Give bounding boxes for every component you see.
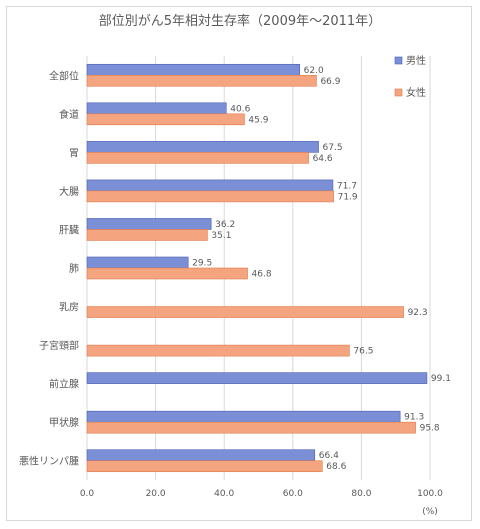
data-label: 40.6 [230,104,250,114]
category-label: 肺 [69,263,79,275]
data-label: 35.1 [211,231,231,241]
x-tick-label: 100.0 [417,489,443,499]
chart-frame [6,6,472,521]
bar [86,190,334,203]
data-label: 71.9 [338,192,358,202]
data-label: 29.5 [192,259,212,269]
x-tick-label: 80.0 [351,489,371,499]
bar [86,421,416,434]
x-unit-label: (%) [422,507,438,517]
category-label: 大腸 [59,185,79,198]
bar [86,74,317,87]
data-label: 62.0 [304,66,324,76]
bar [86,410,401,423]
legend-swatch [394,88,403,97]
data-label: 67.5 [323,143,343,153]
bar [86,102,227,115]
data-label: 66.4 [319,451,339,461]
category-label: 肝臓 [59,224,79,236]
legend-swatch [394,56,403,65]
category-label: 前立腺 [49,378,79,391]
data-label: 91.3 [404,413,424,423]
data-label: 92.3 [408,308,428,318]
category-label: 乳房 [59,301,79,314]
x-tick-label: 60.0 [283,489,303,499]
x-tick-label: 40.0 [214,489,234,499]
category-label: 全部位 [49,69,79,82]
bar [86,179,334,192]
x-tick-label: 0.0 [80,489,95,499]
x-tick-label: 20.0 [146,489,166,499]
category-label: 悪性リンパ腫 [19,455,79,468]
data-label: 99.1 [431,374,451,384]
bar [86,152,309,164]
bar [86,460,323,473]
data-label: 36.2 [215,220,235,230]
legend-label: 男性 [406,54,426,67]
data-label: 66.9 [320,77,340,87]
bar [86,256,189,269]
bar [86,267,248,280]
data-label: 46.8 [252,270,272,280]
data-label: 71.7 [337,181,357,191]
bar [86,449,316,462]
category-label: 食道 [59,108,79,121]
category-label: 甲状腺 [49,416,79,429]
data-label: 76.5 [353,347,373,357]
chart-title: 部位別がん5年相対生存率（2009年～2011年） [98,14,382,29]
bar [86,229,208,241]
bar [86,218,212,230]
bar [86,372,428,384]
bar [86,63,300,76]
data-label: 45.9 [248,115,268,125]
bar [86,344,350,357]
category-label: 子宮頸部 [39,339,79,352]
data-label: 95.8 [420,424,440,434]
bar [86,141,319,153]
category-label: 胃 [69,147,79,159]
bar [86,113,245,126]
data-label: 68.6 [326,462,346,472]
data-label: 64.6 [313,154,333,164]
legend-label: 女性 [406,86,426,99]
bar [86,306,404,318]
